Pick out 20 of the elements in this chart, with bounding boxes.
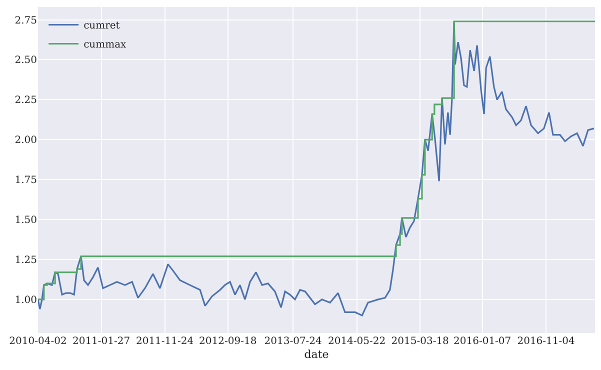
y-tick-label: 2.50	[14, 55, 37, 66]
x-tick-label: 2015-03-18	[391, 336, 449, 347]
x-tick-label: 2012-09-18	[199, 336, 257, 347]
legend-label: cummax	[84, 40, 127, 51]
x-axis-title: date	[304, 348, 329, 362]
y-tick-label: 2.00	[14, 135, 37, 146]
y-tick-label: 2.75	[14, 15, 37, 26]
x-tick-label: 2016-01-07	[454, 336, 512, 347]
x-tick-label: 2010-04-02	[9, 336, 67, 347]
legend-label: cumret	[84, 20, 120, 32]
y-tick-label: 2.25	[14, 95, 37, 106]
x-tick-label: 2011-11-24	[136, 336, 194, 347]
y-tick-label: 1.75	[14, 175, 37, 186]
y-tick-label: 1.25	[14, 254, 37, 266]
y-tick-label: 1.50	[14, 215, 37, 226]
x-tick-label: 2011-01-27	[72, 336, 130, 347]
x-tick-label: 2013-07-24	[264, 336, 322, 347]
x-tick-label: 2016-11-04	[517, 336, 575, 347]
x-tick-label: 2014-05-22	[328, 336, 386, 347]
y-tick-label: 1.00	[14, 294, 37, 306]
